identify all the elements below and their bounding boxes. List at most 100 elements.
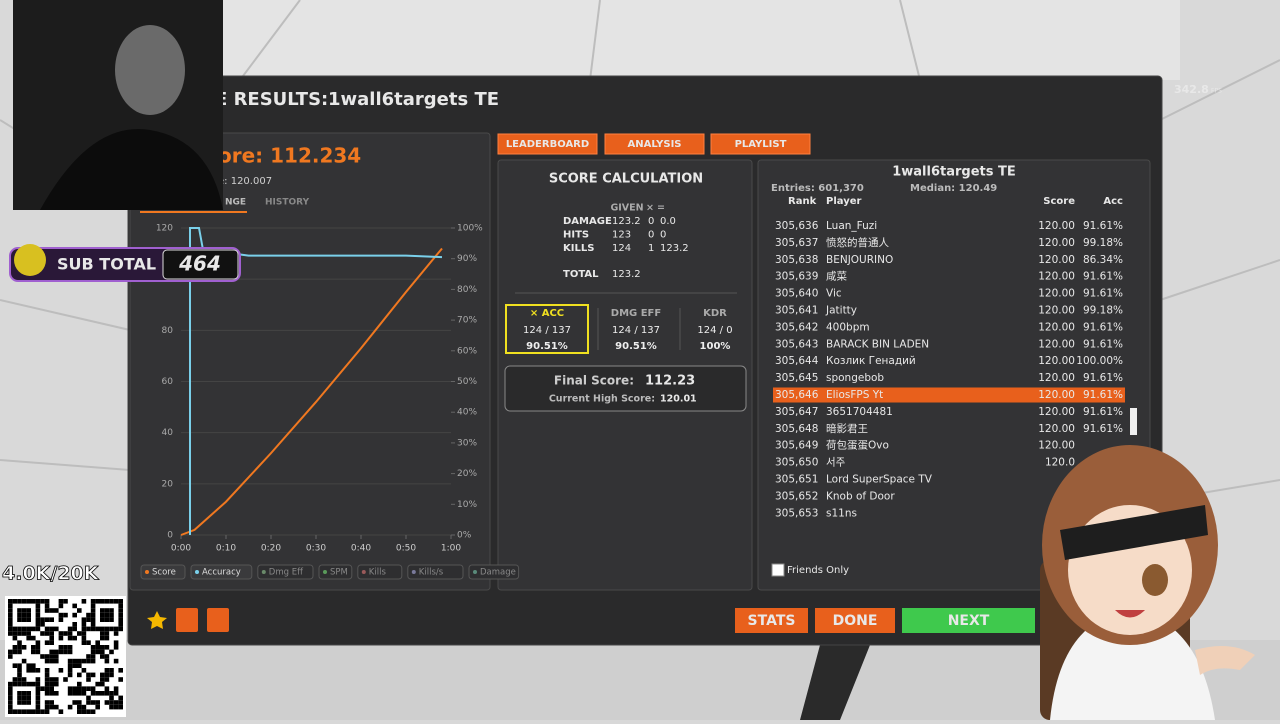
qr-module [77, 658, 82, 664]
qr-module [35, 677, 41, 682]
qr-module [100, 617, 105, 622]
box-ratio: 124 / 137 [612, 325, 660, 336]
qr-module [12, 626, 18, 632]
qr-module [90, 612, 96, 618]
qr-module [72, 686, 77, 691]
tab-button[interactable] [710, 133, 811, 155]
button-label: DONE [833, 613, 878, 629]
scrollbar[interactable] [1130, 408, 1137, 435]
y2-tick-label: 0% [457, 531, 472, 541]
lb-column: Rank [788, 196, 817, 207]
qr-module [86, 626, 91, 632]
qr-module [35, 695, 41, 701]
lb-rank: 305,652 [775, 490, 818, 502]
action-button[interactable] [815, 608, 895, 633]
qr-module [49, 686, 54, 691]
checkbox[interactable] [771, 563, 785, 577]
qr-module [104, 654, 110, 659]
qr-module [63, 631, 68, 636]
qr-module [118, 608, 123, 613]
legend-chip[interactable] [318, 564, 353, 580]
qr-module [86, 640, 91, 645]
legend-chip[interactable] [468, 564, 520, 580]
legend-chip[interactable] [140, 564, 186, 580]
tab-button[interactable] [604, 133, 705, 155]
qr-module [104, 700, 110, 705]
qr-module [44, 603, 50, 609]
qr-module [58, 599, 64, 604]
tab[interactable]: NGE [225, 198, 246, 208]
qr-module [113, 640, 119, 645]
legend-chip[interactable] [190, 564, 253, 580]
qr-module [100, 672, 105, 678]
qr-module [90, 649, 96, 655]
action-button[interactable] [735, 608, 808, 633]
lb-acc: 91.61% [1083, 288, 1123, 300]
qr-module [113, 645, 119, 650]
qr-module [104, 617, 110, 622]
qr-module [90, 686, 96, 691]
qr-module [86, 612, 91, 618]
tab-button[interactable] [497, 133, 598, 155]
qr-module [54, 654, 59, 659]
lb-player: 荷包蛋蛋Ovo [826, 439, 889, 452]
calc-column: = [657, 203, 665, 214]
favorite-star[interactable] [147, 611, 167, 629]
y-tick-label: 20 [162, 479, 174, 489]
lb-entries: Entries: 601,370 [771, 183, 864, 194]
qr-module [77, 700, 82, 705]
legend-entry: Damage [480, 568, 516, 578]
qr-module [17, 626, 22, 632]
qr-module [95, 599, 100, 604]
title: 1wall6targets TE [328, 89, 499, 110]
qr-module [26, 663, 31, 668]
thumbs-up[interactable] [176, 608, 198, 632]
qr-module [31, 645, 36, 650]
qr-module [81, 635, 87, 641]
qr-module [67, 704, 73, 710]
lb-player: spongebob [826, 372, 884, 384]
qr-module [86, 686, 91, 691]
qr-module [8, 700, 13, 705]
lb-rank: 305,648 [775, 423, 818, 435]
legend-chip[interactable] [357, 564, 403, 580]
qr-module [118, 612, 123, 618]
tab[interactable]: HISTORY [265, 198, 310, 208]
legend-dot [411, 570, 416, 574]
action-button[interactable] [902, 608, 1035, 633]
lb-rank: 305,644 [775, 355, 819, 367]
qr-module [21, 658, 27, 664]
qr-module [100, 681, 105, 687]
qr-module [17, 663, 22, 668]
qr-module [17, 617, 22, 622]
legend-chip[interactable] [257, 564, 314, 580]
qr-module [67, 626, 73, 632]
shirt [1050, 610, 1215, 720]
qr-module [40, 622, 45, 627]
qr-module [86, 677, 91, 682]
qr-module [49, 704, 54, 710]
y-tick-label: 80 [162, 326, 174, 336]
legend-chip[interactable] [407, 564, 464, 580]
thumbs-down[interactable] [207, 608, 229, 632]
lb-acc: 100.00% [1076, 355, 1123, 367]
qr-module [113, 700, 119, 705]
qr-module [58, 635, 64, 641]
qr-module [17, 691, 22, 696]
qr-module [26, 681, 31, 687]
lb-rank: 305,641 [775, 305, 818, 317]
eyepatch-band [1060, 505, 1208, 560]
qr-module [58, 649, 64, 655]
qr-module [35, 691, 41, 696]
qr-module [35, 686, 41, 691]
qr-module [86, 709, 91, 714]
box-percent: 90.51% [615, 341, 657, 352]
lb-acc: 91.61% [1083, 406, 1123, 418]
calc-row-label: HITS [563, 230, 589, 241]
lb-median: Median: 120.49 [910, 183, 997, 194]
qr-module [118, 668, 123, 673]
qr-module [54, 704, 59, 710]
legend-entry: Score [152, 568, 176, 578]
